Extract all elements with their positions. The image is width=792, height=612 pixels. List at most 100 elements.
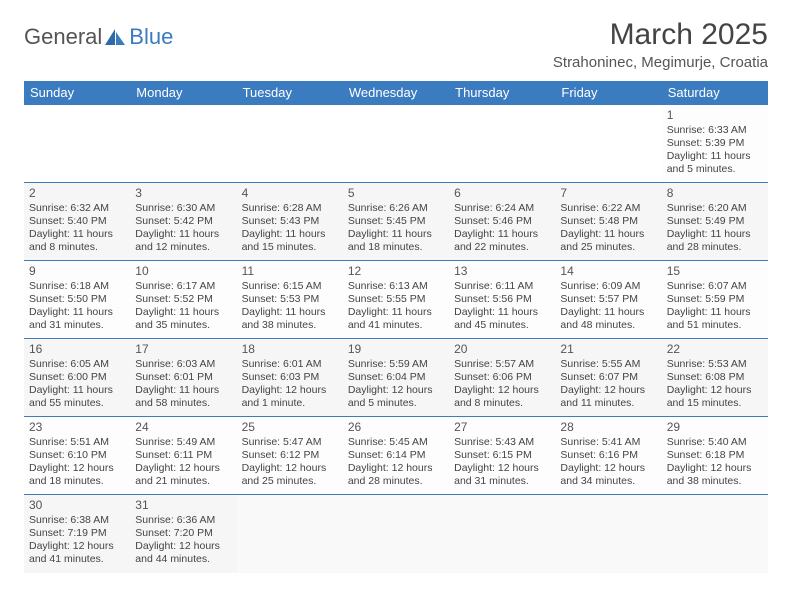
calendar-cell: 4Sunrise: 6:28 AMSunset: 5:43 PMDaylight…	[237, 183, 343, 261]
day-number: 1	[667, 108, 763, 123]
brand-part1: General	[24, 24, 102, 50]
daylight-text: Daylight: 11 hours and 55 minutes.	[29, 384, 125, 410]
calendar-cell: 3Sunrise: 6:30 AMSunset: 5:42 PMDaylight…	[130, 183, 236, 261]
sunset-text: Sunset: 5:52 PM	[135, 293, 231, 306]
calendar-cell: 29Sunrise: 5:40 AMSunset: 6:18 PMDayligh…	[662, 417, 768, 495]
title-block: March 2025 Strahoninec, Megimurje, Croat…	[553, 18, 768, 71]
sunset-text: Sunset: 6:06 PM	[454, 371, 550, 384]
day-number: 9	[29, 264, 125, 279]
sail-icon	[103, 27, 127, 47]
day-number: 5	[348, 186, 444, 201]
sunset-text: Sunset: 6:12 PM	[242, 449, 338, 462]
day-number: 20	[454, 342, 550, 357]
sunset-text: Sunset: 6:10 PM	[29, 449, 125, 462]
calendar-cell: 6Sunrise: 6:24 AMSunset: 5:46 PMDaylight…	[449, 183, 555, 261]
sunrise-text: Sunrise: 6:26 AM	[348, 202, 444, 215]
page-header: General Blue March 2025 Strahoninec, Meg…	[24, 18, 768, 71]
calendar-week: 9Sunrise: 6:18 AMSunset: 5:50 PMDaylight…	[24, 261, 768, 339]
calendar-cell	[24, 105, 130, 183]
calendar-week: 23Sunrise: 5:51 AMSunset: 6:10 PMDayligh…	[24, 417, 768, 495]
sunrise-text: Sunrise: 6:28 AM	[242, 202, 338, 215]
sunrise-text: Sunrise: 6:13 AM	[348, 280, 444, 293]
daylight-text: Daylight: 11 hours and 28 minutes.	[667, 228, 763, 254]
calendar-week: 30Sunrise: 6:38 AMSunset: 7:19 PMDayligh…	[24, 495, 768, 573]
day-number: 25	[242, 420, 338, 435]
calendar-cell	[237, 105, 343, 183]
daylight-text: Daylight: 12 hours and 28 minutes.	[348, 462, 444, 488]
daylight-text: Daylight: 11 hours and 38 minutes.	[242, 306, 338, 332]
calendar-cell	[662, 495, 768, 573]
day-number: 24	[135, 420, 231, 435]
day-number: 30	[29, 498, 125, 513]
sunrise-text: Sunrise: 5:53 AM	[667, 358, 763, 371]
daylight-text: Daylight: 11 hours and 45 minutes.	[454, 306, 550, 332]
day-number: 21	[560, 342, 656, 357]
sunset-text: Sunset: 6:15 PM	[454, 449, 550, 462]
sunrise-text: Sunrise: 6:05 AM	[29, 358, 125, 371]
day-header-row: SundayMondayTuesdayWednesdayThursdayFrid…	[24, 81, 768, 105]
sunrise-text: Sunrise: 6:33 AM	[667, 124, 763, 137]
sunrise-text: Sunrise: 6:07 AM	[667, 280, 763, 293]
day-number: 17	[135, 342, 231, 357]
sunrise-text: Sunrise: 6:20 AM	[667, 202, 763, 215]
sunset-text: Sunset: 5:53 PM	[242, 293, 338, 306]
day-number: 7	[560, 186, 656, 201]
calendar-cell	[130, 105, 236, 183]
brand-part2: Blue	[129, 24, 173, 50]
day-header: Friday	[555, 81, 661, 105]
calendar-cell: 25Sunrise: 5:47 AMSunset: 6:12 PMDayligh…	[237, 417, 343, 495]
calendar-cell: 16Sunrise: 6:05 AMSunset: 6:00 PMDayligh…	[24, 339, 130, 417]
brand-logo: General Blue	[24, 18, 173, 50]
calendar-cell: 10Sunrise: 6:17 AMSunset: 5:52 PMDayligh…	[130, 261, 236, 339]
sunset-text: Sunset: 5:40 PM	[29, 215, 125, 228]
daylight-text: Daylight: 11 hours and 31 minutes.	[29, 306, 125, 332]
day-header: Saturday	[662, 81, 768, 105]
day-header: Tuesday	[237, 81, 343, 105]
day-number: 31	[135, 498, 231, 513]
day-header: Wednesday	[343, 81, 449, 105]
day-number: 2	[29, 186, 125, 201]
location-text: Strahoninec, Megimurje, Croatia	[553, 54, 768, 71]
sunset-text: Sunset: 6:08 PM	[667, 371, 763, 384]
day-number: 28	[560, 420, 656, 435]
calendar-body: 1Sunrise: 6:33 AMSunset: 5:39 PMDaylight…	[24, 105, 768, 573]
sunset-text: Sunset: 5:59 PM	[667, 293, 763, 306]
sunrise-text: Sunrise: 5:43 AM	[454, 436, 550, 449]
sunrise-text: Sunrise: 6:32 AM	[29, 202, 125, 215]
sunrise-text: Sunrise: 5:47 AM	[242, 436, 338, 449]
calendar-cell	[555, 495, 661, 573]
sunset-text: Sunset: 5:49 PM	[667, 215, 763, 228]
sunset-text: Sunset: 6:04 PM	[348, 371, 444, 384]
day-number: 23	[29, 420, 125, 435]
calendar-cell: 19Sunrise: 5:59 AMSunset: 6:04 PMDayligh…	[343, 339, 449, 417]
sunrise-text: Sunrise: 6:01 AM	[242, 358, 338, 371]
day-number: 22	[667, 342, 763, 357]
daylight-text: Daylight: 11 hours and 5 minutes.	[667, 150, 763, 176]
day-number: 3	[135, 186, 231, 201]
daylight-text: Daylight: 11 hours and 48 minutes.	[560, 306, 656, 332]
calendar-cell: 1Sunrise: 6:33 AMSunset: 5:39 PMDaylight…	[662, 105, 768, 183]
day-number: 16	[29, 342, 125, 357]
daylight-text: Daylight: 12 hours and 44 minutes.	[135, 540, 231, 566]
daylight-text: Daylight: 11 hours and 18 minutes.	[348, 228, 444, 254]
day-number: 10	[135, 264, 231, 279]
day-number: 18	[242, 342, 338, 357]
daylight-text: Daylight: 12 hours and 18 minutes.	[29, 462, 125, 488]
sunset-text: Sunset: 5:50 PM	[29, 293, 125, 306]
calendar-cell: 27Sunrise: 5:43 AMSunset: 6:15 PMDayligh…	[449, 417, 555, 495]
daylight-text: Daylight: 11 hours and 51 minutes.	[667, 306, 763, 332]
day-number: 11	[242, 264, 338, 279]
day-number: 4	[242, 186, 338, 201]
daylight-text: Daylight: 12 hours and 8 minutes.	[454, 384, 550, 410]
daylight-text: Daylight: 12 hours and 31 minutes.	[454, 462, 550, 488]
calendar-cell	[343, 105, 449, 183]
calendar-week: 1Sunrise: 6:33 AMSunset: 5:39 PMDaylight…	[24, 105, 768, 183]
calendar-cell: 11Sunrise: 6:15 AMSunset: 5:53 PMDayligh…	[237, 261, 343, 339]
calendar-cell	[449, 495, 555, 573]
daylight-text: Daylight: 12 hours and 15 minutes.	[667, 384, 763, 410]
sunset-text: Sunset: 5:55 PM	[348, 293, 444, 306]
sunrise-text: Sunrise: 5:51 AM	[29, 436, 125, 449]
calendar-cell: 14Sunrise: 6:09 AMSunset: 5:57 PMDayligh…	[555, 261, 661, 339]
sunrise-text: Sunrise: 6:15 AM	[242, 280, 338, 293]
sunrise-text: Sunrise: 6:18 AM	[29, 280, 125, 293]
